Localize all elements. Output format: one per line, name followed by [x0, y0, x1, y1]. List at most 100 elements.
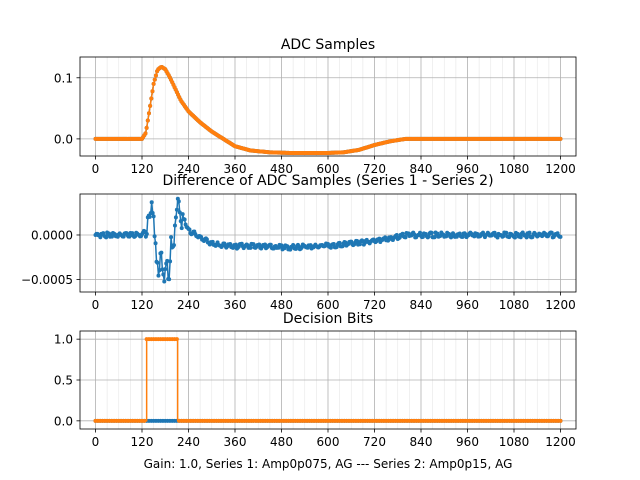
difference-series-1-point: [174, 207, 179, 212]
adc-samples-title: ADC Samples: [281, 37, 375, 53]
adc-samples-series-2-point: [146, 111, 151, 116]
difference-series-1-point: [104, 235, 109, 240]
difference-ytick-label: 0.0000: [31, 228, 73, 242]
difference-series-1-point: [161, 272, 166, 277]
difference-series-1-point: [155, 260, 160, 265]
adc-samples-axes-frame: [79, 56, 577, 157]
difference-series-1-point: [204, 237, 209, 242]
difference-series-1-point: [337, 240, 342, 245]
adc-samples-xtick-label: 720: [363, 162, 386, 176]
decision-bits-xtick-label: 1200: [545, 435, 576, 449]
difference-series-1-point: [328, 245, 333, 250]
difference-series-1-point: [179, 226, 184, 231]
difference-series-1-point: [187, 227, 192, 232]
difference-ytick-label: −0.0005: [21, 273, 73, 287]
adc-samples-ytick-label: 0.1: [54, 71, 73, 85]
decision-bits-xtick-label: 840: [410, 435, 433, 449]
difference-series-1-point: [291, 243, 296, 247]
decision-bits-panel: 0 120 240 360 480 600 720 840 960 1080 1200 0.0 0.5 1…: [54, 311, 577, 449]
difference-series-1-point: [150, 210, 155, 215]
difference-series-1-point: [504, 230, 509, 235]
decision-bits-series-2-point: [174, 337, 179, 342]
adc-samples-panel: 0 120 240 360 480 600 720 840 960 1080 1200 0.0 0.1 A…: [54, 37, 577, 176]
difference-xtick-label: 1200: [545, 298, 576, 312]
adc-samples-series-2-point: [153, 73, 158, 78]
adc-samples-xtick-label: 960: [456, 162, 479, 176]
difference-series-1-point: [558, 234, 563, 239]
adc-samples-xtick-label: 480: [270, 162, 293, 176]
difference-series-1-point: [507, 235, 512, 240]
difference-series-1-point: [144, 232, 149, 237]
difference-series-1-point: [162, 279, 167, 284]
difference-series-1-point: [176, 199, 181, 204]
difference-series-1-point: [160, 267, 165, 272]
decision-bits-ytick-label: 0.0: [54, 414, 73, 428]
difference-series-1-point: [248, 245, 253, 250]
decision-bits-xtick-label: 1080: [499, 435, 530, 449]
difference-xtick-label: 360: [224, 298, 247, 312]
decision-bits-series-2-point: [142, 418, 147, 423]
difference-series-1-point: [178, 219, 183, 224]
difference-series-1-point: [420, 234, 425, 239]
difference-series-1-point: [147, 214, 152, 219]
difference-series-1-point: [172, 223, 177, 228]
difference-xtick-label: 720: [363, 298, 386, 312]
difference-series-1-point: [432, 235, 437, 240]
decision-bits-ytick-label: 1.0: [54, 333, 73, 347]
adc-samples-xtick-label: 840: [410, 162, 433, 176]
difference-series-1-point: [169, 235, 174, 240]
difference-series-1-point: [492, 230, 497, 235]
adc-samples-xtick-label: 1080: [499, 162, 530, 176]
adc-samples-series-2-point: [558, 136, 563, 141]
adc-samples-xtick-label: 120: [131, 162, 154, 176]
difference-series-1-point: [152, 234, 157, 239]
difference-series-1-point: [159, 250, 164, 255]
decision-bits-xtick-label: 360: [224, 435, 247, 449]
decision-bits-xtick-label: 120: [131, 435, 154, 449]
difference-series-1-point: [180, 212, 185, 217]
difference-series-1-point: [156, 273, 161, 278]
difference-xtick-label: 960: [456, 298, 479, 312]
adc-samples-series-2-point: [144, 125, 149, 130]
decision-bits-xtick-label: 720: [363, 435, 386, 449]
difference-series-1-point: [109, 234, 114, 239]
difference-series-1-point: [394, 233, 399, 238]
difference-series-1-point: [549, 230, 554, 235]
decision-bits-axes-frame: [79, 330, 577, 430]
difference-series-1-point: [151, 214, 156, 219]
difference-series-1-point: [429, 230, 434, 235]
decision-bits-xtick-label: 600: [317, 435, 340, 449]
difference-series-1-point: [177, 210, 182, 215]
difference-series-1-point: [268, 242, 273, 247]
adc-samples-series-2-point: [148, 103, 153, 108]
decision-bits-xtick-label: 960: [456, 435, 479, 449]
difference-xtick-label: 480: [270, 298, 293, 312]
difference-xtick-label: 120: [131, 298, 154, 312]
difference-series-1-point: [251, 242, 256, 247]
adc-samples-series-2-point: [151, 81, 156, 86]
decision-bits-series-2-point: [558, 418, 563, 423]
difference-series-1-point: [121, 234, 126, 239]
difference-xtick-label: 240: [177, 298, 200, 312]
difference-series-1-point: [460, 234, 465, 239]
difference-xtick-label: 840: [410, 298, 433, 312]
difference-series-1-point: [210, 239, 215, 244]
difference-xtick-label: 1080: [499, 298, 530, 312]
difference-series-1-point: [167, 277, 172, 282]
decision-bits-title: Decision Bits: [283, 311, 373, 327]
difference-panel: 0 120 240 360 480 600 720 840 960 1080 1200 −0.0005…: [21, 173, 577, 312]
difference-xtick-label: 0: [92, 298, 100, 312]
adc-samples-xtick-label: 1200: [545, 162, 576, 176]
figure-footer-label: Gain: 1.0, Series 1: Amp0p075, AG --- Se…: [144, 457, 513, 471]
difference-series-1-point: [98, 235, 103, 240]
difference-series-1-point: [153, 241, 158, 246]
difference-series-1-point: [263, 242, 268, 247]
difference-series-1-point: [182, 217, 187, 222]
difference-series-1-point: [257, 242, 262, 247]
difference-series-1-point: [403, 235, 408, 240]
adc-samples-series-2-point: [152, 77, 157, 82]
difference-series-1-point: [163, 267, 168, 272]
decision-bits-xtick-label: 0: [92, 435, 100, 449]
decision-bits-xtick-label: 480: [270, 435, 293, 449]
